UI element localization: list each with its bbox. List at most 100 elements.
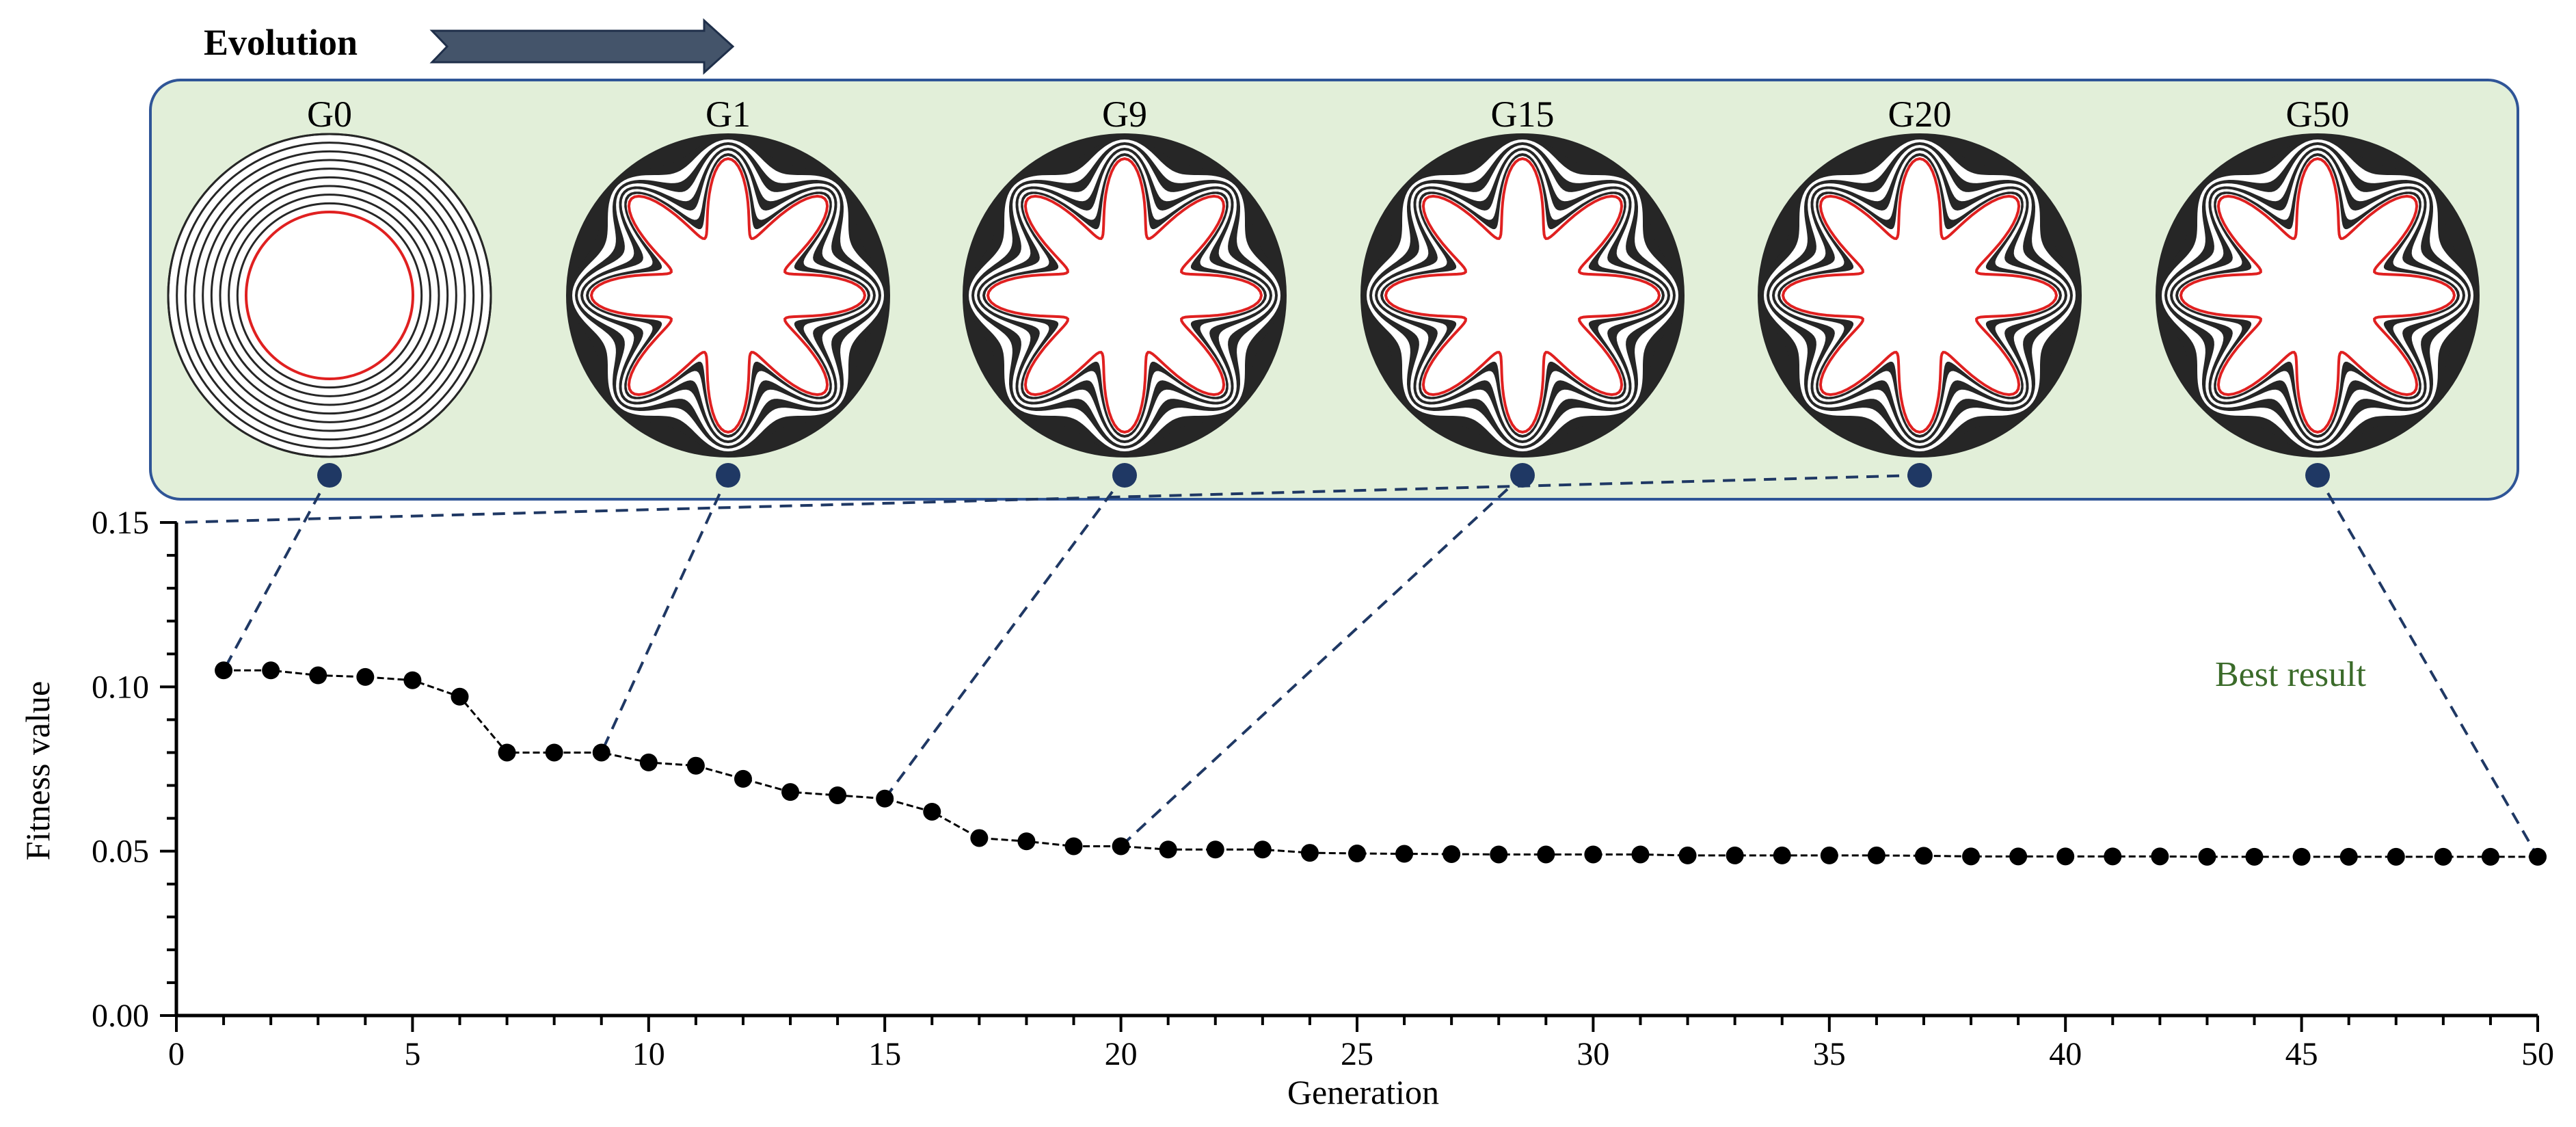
x-tick-label: 45 (2285, 1036, 2318, 1072)
evolution-label: Evolution (204, 22, 358, 63)
data-point (592, 743, 611, 762)
data-point (639, 753, 658, 771)
generation-label: G9 (1102, 94, 1147, 135)
generation-connector (222, 475, 331, 672)
data-point (1206, 840, 1224, 859)
data-point (2387, 847, 2405, 866)
generation-g1: G1 (566, 94, 890, 488)
data-point (781, 783, 800, 801)
generation-label: G50 (2286, 94, 2350, 135)
data-point (2292, 847, 2311, 866)
y-axis-label: Fitness value (18, 681, 57, 860)
generation-g20: G20 (1758, 94, 2082, 488)
generation-label: G1 (706, 94, 751, 135)
data-point (1773, 846, 1791, 864)
data-point (1631, 845, 1650, 864)
y-tick-label: 0.10 (92, 669, 149, 705)
generation-connector (1120, 474, 1524, 847)
x-tick-label: 10 (632, 1036, 665, 1072)
contour-ring (210, 176, 449, 415)
data-point (876, 789, 894, 808)
data-point (545, 743, 563, 762)
data-point (2198, 847, 2216, 866)
data-point (2151, 847, 2169, 866)
generation-connector (600, 475, 729, 754)
x-tick-label: 40 (2049, 1036, 2082, 1072)
data-point (1726, 846, 1744, 864)
data-point (1914, 847, 1933, 865)
contour-ring (236, 202, 423, 389)
data-point (829, 786, 847, 804)
series-line (224, 669, 2538, 858)
generation-connector (176, 474, 1920, 524)
data-point (403, 671, 422, 689)
data-point (2245, 847, 2264, 866)
data-point (356, 667, 375, 686)
contour-ring (219, 185, 440, 406)
generation-marker (2305, 463, 2330, 488)
data-point (309, 666, 327, 685)
x-axis-label: Generation (1287, 1073, 1439, 1111)
generation-marker (317, 463, 342, 488)
data-point (2529, 847, 2547, 866)
contour-disk (167, 133, 492, 458)
data-point (498, 743, 516, 762)
data-point (1962, 847, 1981, 866)
x-tick-label: 25 (1341, 1036, 1373, 1072)
x-tick-label: 35 (1813, 1036, 1846, 1072)
data-point (215, 661, 233, 680)
data-point (2056, 847, 2075, 866)
data-point (1300, 844, 1319, 862)
y-tick-label: 0.15 (92, 505, 149, 541)
x-tick-label: 0 (168, 1036, 185, 1072)
generation-marker (1907, 463, 1932, 488)
data-point (1490, 845, 1508, 864)
data-point (970, 829, 989, 847)
x-tick-label: 30 (1577, 1036, 1609, 1072)
contour-ring (184, 150, 475, 441)
inner-contour (2179, 157, 2456, 434)
generation-g50: G50 (2156, 94, 2480, 488)
generation-g15: G15 (1360, 94, 1685, 488)
generation-label: G20 (1888, 94, 1952, 135)
inner-contour (589, 157, 867, 434)
data-point (734, 769, 752, 788)
x-tick-label: 15 (868, 1036, 901, 1072)
generation-label: G0 (307, 94, 352, 135)
data-point (1395, 845, 1414, 863)
data-point (1584, 845, 1602, 864)
data-point (686, 756, 705, 775)
data-point (262, 661, 280, 680)
x-tick-label: 50 (2521, 1036, 2554, 1072)
y-tick-label: 0.00 (92, 998, 149, 1034)
data-point (1112, 837, 1130, 856)
inner-contour (986, 157, 1263, 434)
generation-label: G15 (1491, 94, 1555, 135)
data-point (2009, 847, 2028, 866)
generation-g9: G9 (963, 94, 1287, 488)
data-point (2339, 847, 2358, 866)
generation-connector (2316, 475, 2539, 858)
evolution-arrow-icon (429, 18, 735, 75)
generation-marker (1112, 463, 1137, 488)
inner-contour (1384, 157, 1661, 434)
data-point (2104, 847, 2122, 866)
contour-ring (167, 133, 492, 458)
data-point (2481, 847, 2499, 866)
generation-connector (883, 474, 1126, 799)
data-point (451, 687, 469, 706)
data-point (1820, 846, 1838, 864)
x-tick-label: 20 (1105, 1036, 1138, 1072)
data-point (1348, 845, 1366, 863)
contour-ring (193, 159, 466, 432)
generation-marker (716, 463, 740, 488)
data-point (1159, 840, 1177, 859)
data-point (1253, 840, 1272, 859)
inner-contour (245, 211, 414, 380)
contour-ring (228, 194, 431, 397)
x-tick-label: 5 (404, 1036, 420, 1072)
data-point (923, 802, 941, 821)
generation-marker (1510, 463, 1535, 488)
y-tick-label: 0.05 (92, 834, 149, 870)
